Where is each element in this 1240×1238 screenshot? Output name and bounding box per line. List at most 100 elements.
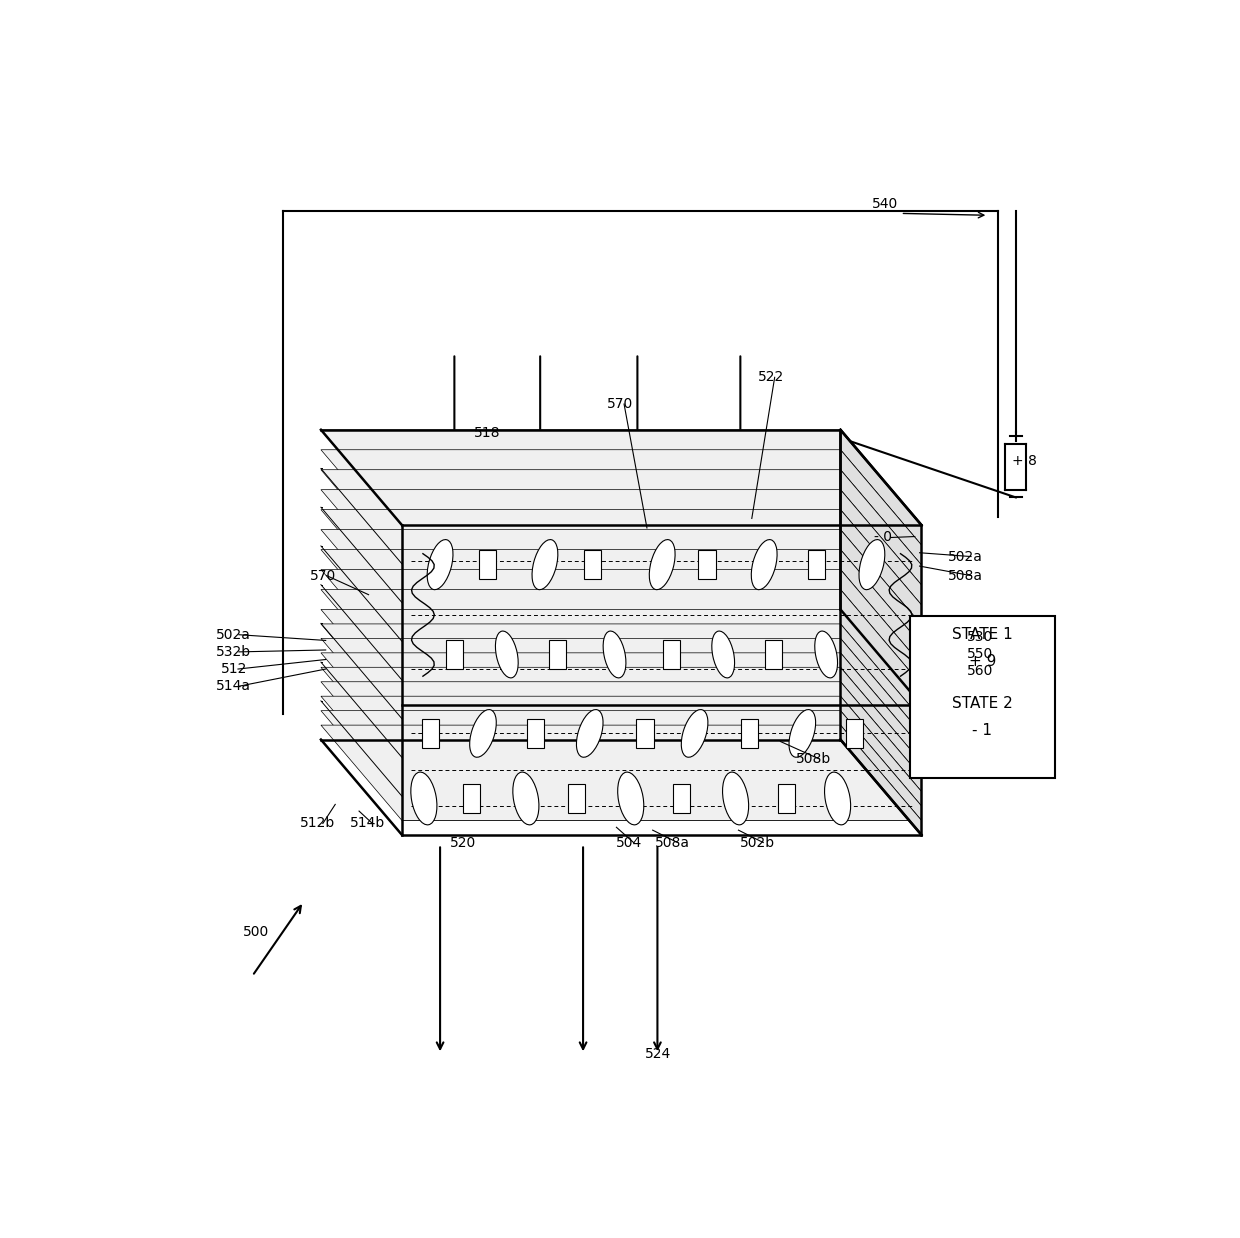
- Polygon shape: [402, 586, 921, 605]
- Polygon shape: [402, 645, 921, 665]
- Polygon shape: [321, 510, 921, 605]
- Ellipse shape: [825, 773, 851, 825]
- Polygon shape: [402, 763, 921, 777]
- Polygon shape: [841, 624, 921, 734]
- Ellipse shape: [681, 709, 708, 758]
- Text: STATE 2: STATE 2: [952, 696, 1013, 711]
- Text: 508a: 508a: [655, 836, 689, 849]
- Ellipse shape: [815, 631, 837, 678]
- Polygon shape: [808, 551, 825, 579]
- Ellipse shape: [618, 773, 644, 825]
- Polygon shape: [841, 667, 921, 777]
- Text: 500: 500: [243, 925, 269, 940]
- Polygon shape: [698, 551, 715, 579]
- Text: 540: 540: [872, 197, 898, 210]
- Polygon shape: [841, 639, 921, 748]
- Polygon shape: [841, 490, 921, 605]
- Polygon shape: [402, 565, 921, 586]
- Polygon shape: [402, 545, 921, 565]
- Polygon shape: [402, 777, 921, 791]
- Polygon shape: [765, 640, 782, 669]
- Polygon shape: [321, 667, 921, 763]
- Text: 508b: 508b: [796, 751, 831, 765]
- Text: 502a: 502a: [949, 550, 983, 563]
- Text: 520: 520: [450, 836, 476, 849]
- Polygon shape: [321, 609, 921, 704]
- Text: 570: 570: [310, 568, 336, 583]
- Text: - 0: - 0: [874, 531, 892, 545]
- Polygon shape: [841, 682, 921, 791]
- Polygon shape: [422, 719, 439, 748]
- Ellipse shape: [859, 540, 885, 589]
- Polygon shape: [402, 625, 921, 645]
- Polygon shape: [321, 725, 921, 821]
- Polygon shape: [841, 469, 921, 586]
- Text: STATE 1: STATE 1: [952, 628, 1013, 643]
- Polygon shape: [841, 725, 921, 834]
- Polygon shape: [321, 430, 921, 525]
- Polygon shape: [841, 510, 921, 625]
- Text: 560: 560: [967, 664, 993, 678]
- Polygon shape: [402, 748, 921, 763]
- Text: 532b: 532b: [216, 645, 252, 659]
- Polygon shape: [402, 806, 921, 821]
- Ellipse shape: [470, 709, 496, 758]
- Polygon shape: [321, 469, 921, 565]
- Polygon shape: [841, 530, 921, 645]
- Polygon shape: [321, 711, 921, 806]
- Polygon shape: [321, 682, 921, 777]
- Polygon shape: [402, 704, 921, 719]
- Polygon shape: [321, 624, 921, 719]
- Text: 504: 504: [616, 836, 642, 849]
- Polygon shape: [841, 449, 921, 565]
- Polygon shape: [402, 605, 921, 625]
- Polygon shape: [584, 551, 601, 579]
- Polygon shape: [841, 430, 921, 545]
- Polygon shape: [568, 784, 585, 813]
- Polygon shape: [841, 589, 921, 704]
- Ellipse shape: [789, 709, 816, 758]
- Text: + 9: + 9: [968, 654, 996, 669]
- Polygon shape: [549, 640, 565, 669]
- Ellipse shape: [513, 773, 539, 825]
- Polygon shape: [841, 609, 921, 719]
- Ellipse shape: [603, 631, 626, 678]
- Polygon shape: [321, 490, 921, 586]
- Text: 508a: 508a: [949, 568, 983, 583]
- Polygon shape: [841, 711, 921, 821]
- Polygon shape: [910, 615, 1055, 777]
- Text: + 8: + 8: [1012, 454, 1037, 468]
- Polygon shape: [321, 639, 921, 734]
- Polygon shape: [321, 569, 921, 665]
- Text: 512: 512: [221, 662, 247, 676]
- Polygon shape: [402, 685, 921, 704]
- Ellipse shape: [712, 631, 734, 678]
- Polygon shape: [841, 569, 921, 685]
- Polygon shape: [321, 449, 921, 545]
- Ellipse shape: [577, 709, 603, 758]
- Text: 502b: 502b: [740, 836, 775, 849]
- Polygon shape: [446, 640, 463, 669]
- Text: - 1: - 1: [972, 723, 992, 738]
- Text: 570: 570: [606, 397, 634, 411]
- Polygon shape: [463, 784, 480, 813]
- Polygon shape: [527, 719, 544, 748]
- Polygon shape: [846, 719, 863, 748]
- Ellipse shape: [532, 540, 558, 589]
- Polygon shape: [321, 530, 921, 625]
- Text: 518: 518: [474, 426, 500, 439]
- Text: 514a: 514a: [216, 680, 250, 693]
- Text: 550: 550: [967, 646, 993, 661]
- Polygon shape: [321, 696, 921, 791]
- Ellipse shape: [496, 631, 518, 678]
- Text: 512b: 512b: [300, 817, 335, 831]
- Polygon shape: [321, 550, 921, 645]
- Polygon shape: [672, 784, 689, 813]
- Polygon shape: [402, 821, 921, 834]
- Polygon shape: [402, 719, 921, 734]
- Polygon shape: [402, 734, 921, 748]
- Polygon shape: [321, 589, 921, 685]
- Polygon shape: [841, 696, 921, 806]
- Text: 514b: 514b: [350, 817, 384, 831]
- Polygon shape: [663, 640, 681, 669]
